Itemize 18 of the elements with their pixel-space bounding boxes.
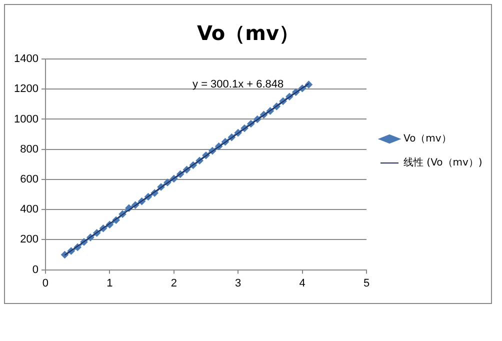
y-tick-label: 400 <box>20 204 38 216</box>
x-tick-label: 0 <box>42 277 49 290</box>
y-tick-label: 600 <box>20 173 38 186</box>
legend-label: 线性 (Vo（mv）) <box>404 156 482 169</box>
y-tick-label: 1200 <box>14 83 38 96</box>
y-tick-label: 1400 <box>14 53 38 66</box>
y-tick-label: 0 <box>32 264 38 276</box>
chart-title: Vo（mv） <box>196 21 300 46</box>
x-tick-label: 4 <box>299 277 306 290</box>
x-tick-label: 3 <box>235 277 242 290</box>
y-tick-label: 800 <box>20 143 38 156</box>
x-tick-label: 1 <box>106 277 113 290</box>
y-tick-label: 200 <box>20 234 38 246</box>
legend-label: Vo（mv） <box>404 134 452 145</box>
x-tick-label: 5 <box>363 277 370 290</box>
x-tick-label: 2 <box>170 277 177 290</box>
annotation: y = 300.1x + 6.848 <box>192 78 284 90</box>
y-tick-label: 1000 <box>14 113 38 126</box>
